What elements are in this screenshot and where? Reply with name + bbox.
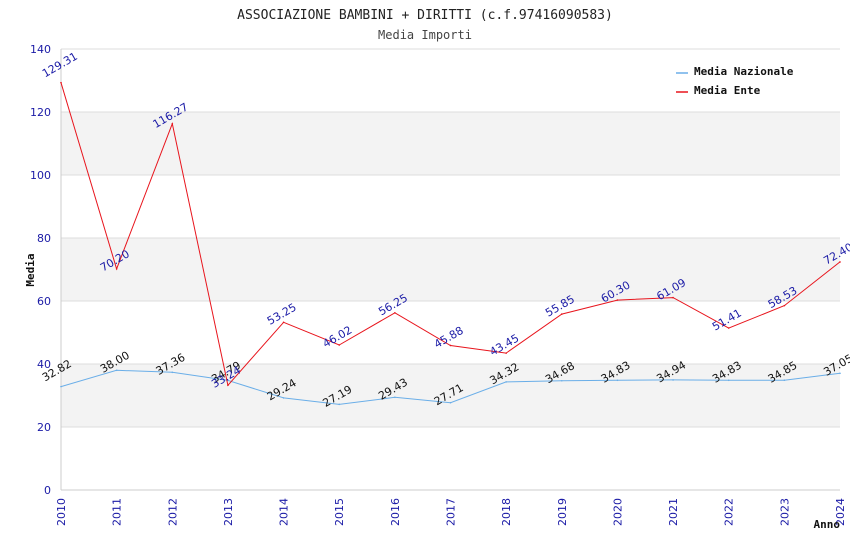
x-tick-label: 2013 (222, 498, 235, 526)
x-tick-labels: 2010 2011 2012 2013 2014 2015 2016 2017 2018 2019… (55, 498, 847, 526)
x-tick-label: 2010 (55, 498, 68, 526)
data-point (727, 327, 730, 329)
axes (60, 49, 840, 491)
data-point (839, 261, 841, 263)
y-tick-label: 120 (30, 106, 51, 119)
data-label: 51.41 (710, 307, 744, 334)
x-tick-label: 2012 (166, 498, 179, 526)
y-tick-label: 0 (44, 484, 51, 497)
x-tick-label: 2022 (723, 498, 736, 526)
data-point (171, 371, 174, 374)
data-point (727, 379, 730, 382)
x-tick-label: 2014 (278, 498, 291, 526)
data-point (227, 379, 229, 382)
data-point (338, 344, 341, 346)
data-point (783, 304, 786, 307)
y-tick-label: 40 (37, 358, 51, 371)
x-tick-label: 2021 (667, 498, 680, 526)
data-point (616, 299, 619, 301)
y-tick-label: 100 (30, 169, 51, 182)
legend: Media Nazionale Media Ente (676, 65, 794, 97)
chart-subtitle: Media Importi (378, 28, 472, 42)
x-tick-label: 2020 (611, 498, 624, 526)
x-tick-label: 2023 (778, 498, 791, 526)
data-point (560, 313, 563, 315)
data-point (839, 372, 841, 375)
data-point (449, 344, 452, 347)
data-point (60, 385, 62, 388)
data-point (394, 396, 396, 399)
data-point (672, 296, 674, 299)
legend-label-media-ente: Media Ente (694, 84, 761, 97)
x-tick-label: 2011 (111, 498, 124, 526)
legend-label-media-nazionale: Media Nazionale (694, 65, 794, 78)
x-tick-label: 2019 (556, 498, 569, 526)
x-tick-label: 2016 (389, 498, 402, 526)
y-tick-label: 20 (37, 421, 51, 434)
data-point (227, 384, 229, 387)
series-lines (60, 81, 841, 406)
data-point (505, 352, 507, 354)
data-point (338, 403, 341, 406)
x-axis-label: Anno (814, 518, 841, 531)
y-tick-label: 140 (30, 43, 51, 56)
grid-bands (61, 112, 840, 427)
x-tick-label: 2015 (333, 498, 346, 526)
data-point (282, 397, 285, 399)
grid-lines (61, 48, 840, 428)
data-point (394, 312, 396, 314)
data-point (60, 81, 62, 84)
data-point (115, 369, 118, 372)
data-label: 43.45 (488, 332, 522, 359)
y-tick-label: 80 (37, 232, 51, 245)
y-tick-labels: 0 20 40 60 80 100 120 140 (30, 43, 51, 497)
grid-band (61, 238, 840, 301)
x-tick-label: 2017 (445, 498, 458, 526)
data-point (672, 379, 674, 381)
data-point (449, 401, 452, 404)
data-point (616, 379, 619, 382)
data-label: 46.02 (321, 324, 355, 351)
chart-title: ASSOCIAZIONE BAMBINI + DIRITTI (c.f.9741… (237, 8, 613, 23)
x-tick-label: 2018 (500, 498, 513, 526)
data-point (560, 379, 563, 382)
grid-band (61, 112, 840, 175)
y-tick-label: 60 (37, 295, 51, 308)
x-tick-label: 2024 (834, 498, 847, 526)
data-point (505, 381, 507, 383)
y-axis-label: Media (24, 253, 37, 286)
data-point (282, 321, 285, 324)
data-point (783, 379, 786, 382)
data-point (115, 268, 118, 270)
data-point (171, 122, 174, 125)
